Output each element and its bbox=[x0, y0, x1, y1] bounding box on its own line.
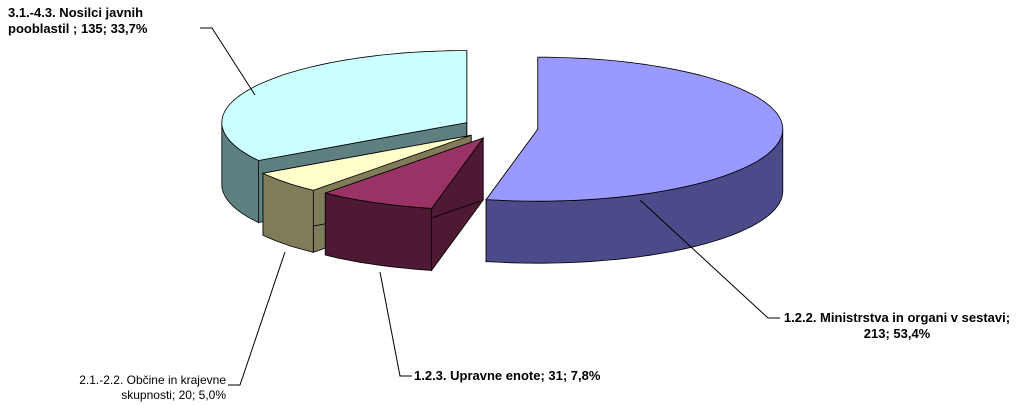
value-label: 31; 7,8% bbox=[548, 368, 601, 383]
pie bbox=[221, 50, 784, 272]
leader-line bbox=[228, 251, 286, 386]
slice bbox=[323, 137, 485, 209]
category: 3.1.-4.3. Nosilci javnih pooblastil ; bbox=[8, 5, 144, 36]
slice bbox=[221, 50, 468, 161]
slice-label: 3.1.-4.3. Nosilci javnih pooblastil ; 13… bbox=[8, 5, 208, 37]
slice bbox=[261, 134, 472, 191]
value-label: 135; 33,7% bbox=[80, 21, 148, 36]
category: 2.1.-2.2. Občine in krajevne skupnosti; bbox=[79, 373, 226, 402]
leader-line bbox=[379, 271, 412, 377]
value-label: 20; 5,0% bbox=[178, 388, 226, 402]
leader-line bbox=[200, 27, 256, 96]
slice bbox=[485, 56, 784, 202]
category: 1.2.2. Ministrstva in organi v sestavi; bbox=[783, 310, 1011, 325]
slice-label: 1.2.2. Ministrstva in organi v sestavi; … bbox=[772, 310, 1019, 342]
leader-line bbox=[639, 199, 780, 319]
value-label: 213; 53,4% bbox=[863, 326, 931, 341]
slice-label: 1.2.3. Upravne enote; 31; 7,8% bbox=[414, 368, 714, 384]
category: 1.2.3. Upravne enote; bbox=[414, 368, 545, 383]
leader-lines bbox=[200, 27, 780, 386]
slice-label: 2.1.-2.2. Občine in krajevne skupnosti; … bbox=[30, 373, 226, 403]
